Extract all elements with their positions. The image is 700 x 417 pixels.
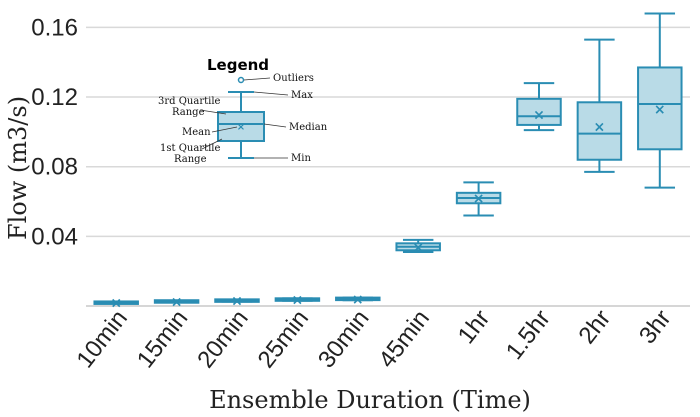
mean-marker: ×: [171, 294, 183, 310]
legend-q3-label-line2: Range: [172, 107, 205, 118]
iqr-box: [576, 101, 623, 161]
box-25min: ×: [274, 293, 321, 309]
mean-marker: ×: [594, 120, 606, 136]
x-tick-label: 3hr: [634, 305, 677, 349]
x-tick-label: 20min: [192, 305, 254, 373]
iqr-box: [516, 97, 562, 126]
box-series: × × × × × × × × × ×: [93, 12, 683, 312]
legend: Legend × Outliers Max 3rd Quartile Range …: [158, 56, 328, 165]
mean-marker: ×: [412, 240, 424, 256]
legend-q1-label-line2: Range: [174, 154, 207, 165]
legend-mean-label: Mean: [182, 127, 211, 138]
mean-marker: ×: [231, 294, 243, 310]
y-tick-label: 0.16: [31, 14, 78, 41]
box-10min: ×: [93, 296, 139, 312]
mean-marker: ×: [473, 191, 485, 207]
legend-q3-leader: [199, 109, 227, 115]
box-1hr: ×: [455, 181, 502, 217]
x-tick-label: 15min: [132, 305, 194, 373]
legend-outliers-leader: [243, 77, 271, 81]
box-1.5hr: ×: [516, 82, 562, 132]
legend-max-leader: [253, 91, 289, 96]
x-tick-label: 30min: [313, 305, 375, 373]
legend-mean-leader: [211, 126, 238, 133]
legend-min-label: Min: [291, 153, 311, 164]
mean-marker: ×: [352, 292, 364, 308]
legend-outlier-point: [237, 76, 245, 84]
legend-q3-label: 3rd Quartile Range: [158, 96, 221, 118]
x-tick-label: 25min: [253, 305, 315, 373]
box-45min: ×: [395, 238, 441, 256]
legend-box: [217, 111, 265, 142]
mean-marker: ×: [110, 296, 122, 312]
x-axis-title: Ensemble Duration (Time): [209, 386, 531, 414]
box-2hr: ×: [576, 38, 623, 173]
x-tick-label: 2hr: [573, 305, 616, 349]
legend-q1-label: 1st Quartile Range: [160, 143, 220, 165]
y-tick-label: 0.12: [31, 84, 78, 111]
x-tick-label: 1.5hr: [501, 305, 556, 365]
box-15min: ×: [153, 294, 200, 310]
mean-marker: ×: [654, 102, 666, 118]
legend-outliers-label: Outliers: [273, 73, 314, 84]
x-tick-label: 10min: [71, 305, 133, 373]
y-tick-label: 0.04: [31, 223, 78, 250]
mean-marker: ×: [533, 107, 545, 123]
box-3hr: ×: [637, 12, 683, 189]
x-tick-label: 1hr: [453, 305, 496, 349]
y-tick-labels: 0.04 0.08 0.12 0.16: [31, 14, 78, 250]
y-tick-label: 0.08: [31, 154, 78, 181]
legend-mean-marker: ×: [237, 122, 245, 133]
mean-marker: ×: [292, 293, 304, 309]
legend-q1-leader: [201, 138, 223, 150]
gridlines: [86, 26, 690, 307]
x-tick-label: 45min: [373, 305, 435, 373]
box-20min: ×: [214, 294, 260, 310]
legend-title: Legend: [207, 56, 269, 74]
box-30min: ×: [335, 292, 381, 308]
legend-median-label: Median: [289, 122, 328, 133]
legend-median-leader: [263, 123, 287, 128]
iqr-box: [637, 66, 683, 151]
y-axis-title: Flow (m3/s): [4, 96, 32, 240]
legend-max-label: Max: [291, 90, 313, 101]
legend-q3-label-line1: 3rd Quartile: [158, 96, 221, 107]
legend-q1-label-line1: 1st Quartile: [160, 143, 220, 154]
